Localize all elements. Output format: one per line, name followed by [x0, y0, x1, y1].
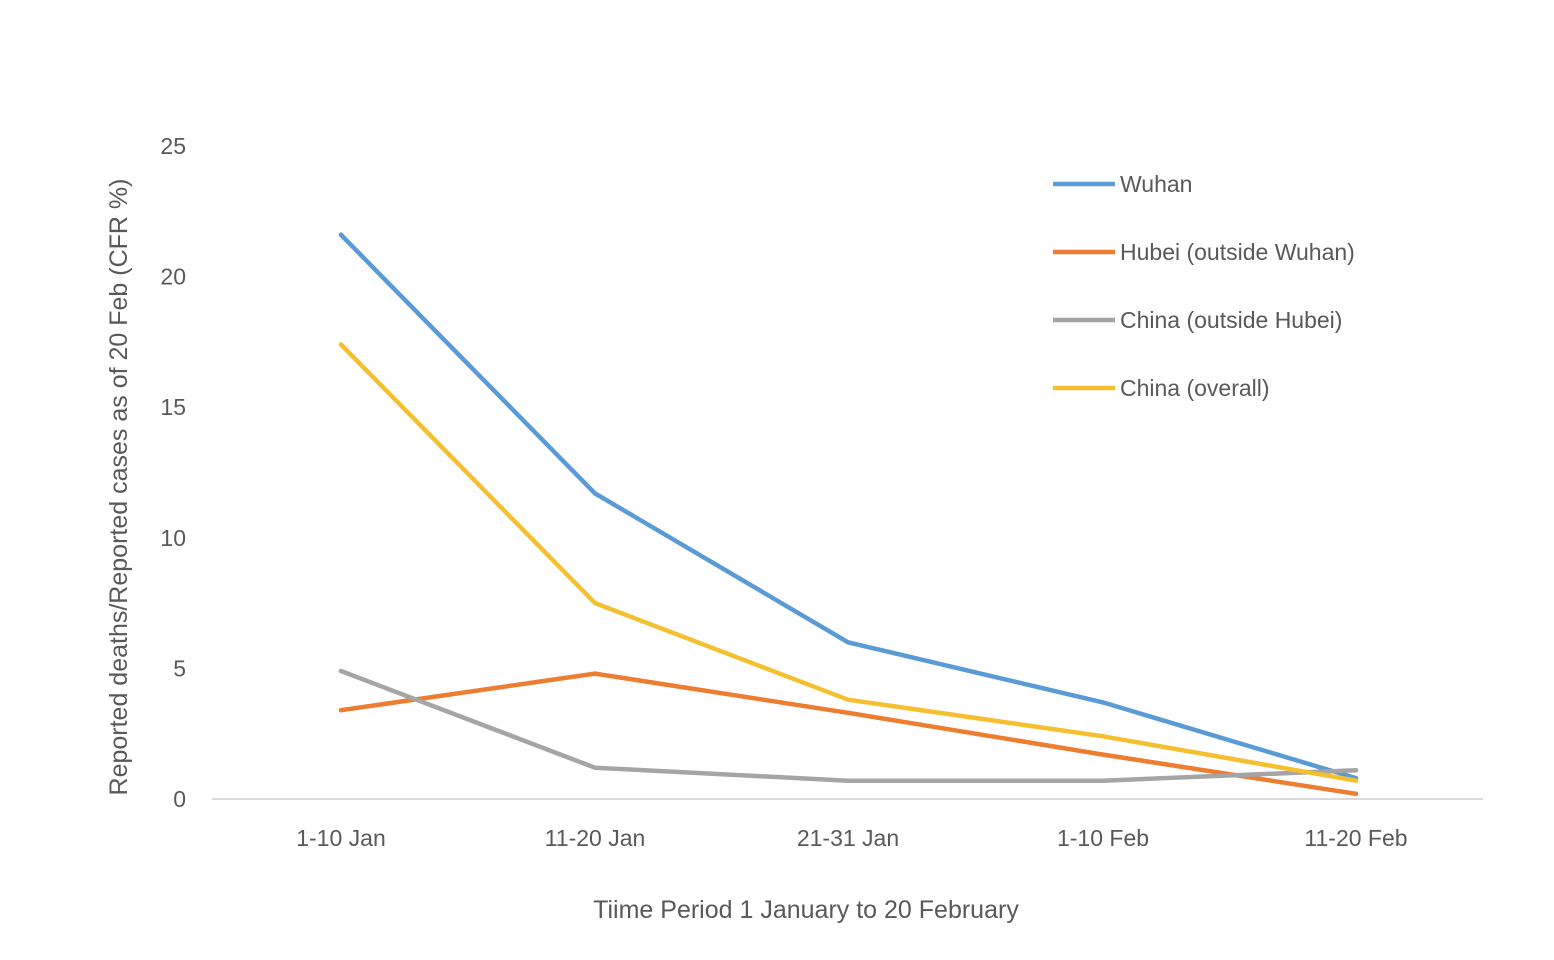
data-point [845, 697, 851, 702]
x-tick-label: 1-10 Feb [1057, 825, 1149, 851]
x-tick-label: 21-31 Jan [797, 825, 899, 851]
data-point [338, 232, 344, 237]
data-point [845, 778, 851, 783]
data-point [592, 765, 598, 770]
data-point [1353, 778, 1359, 783]
legend-item: China (overall) [1053, 375, 1270, 401]
data-point [1100, 700, 1106, 705]
data-point [1100, 752, 1106, 757]
x-tick-label: 1-10 Jan [296, 825, 386, 851]
data-point [592, 671, 598, 676]
y-axis-title: Reported deaths/Reported cases as of 20 … [105, 179, 133, 796]
legend-label: China (overall) [1120, 375, 1270, 401]
data-point [1100, 734, 1106, 739]
x-tick-label: 11-20 Feb [1304, 825, 1407, 851]
y-tick-label: 10 [160, 525, 186, 551]
legend-item: Wuhan [1053, 171, 1192, 197]
data-point [592, 491, 598, 496]
legend: Wuhan Hubei (outside Wuhan) China (outside… [1053, 171, 1355, 401]
legend-label: Wuhan [1120, 171, 1192, 197]
data-point [845, 640, 851, 645]
data-point [1100, 778, 1106, 783]
y-tick-label: 5 [173, 655, 186, 681]
legend-item: Hubei (outside Wuhan) [1053, 239, 1355, 265]
series-line-3 [338, 342, 1359, 783]
data-point [845, 710, 851, 715]
legend-item: China (outside Hubei) [1053, 307, 1342, 333]
data-point [338, 708, 344, 713]
y-tick-label: 20 [160, 264, 186, 290]
data-point [1353, 791, 1359, 796]
x-tick-label: 11-20 Jan [545, 825, 646, 851]
legend-label: Hubei (outside Wuhan) [1120, 239, 1355, 265]
data-point [1353, 768, 1359, 773]
y-tick-label: 25 [160, 133, 186, 159]
y-tick-label: 0 [173, 786, 186, 812]
series-layer [338, 232, 1359, 797]
y-tick-label: 15 [160, 394, 186, 420]
data-point [338, 668, 344, 674]
axis-layer: 0 5 10 15 20 25 1-10 Jan 11-20 Jan 21-31 Jan 1-10… [160, 133, 1483, 851]
x-axis-title: Tiime Period 1 January to 20 February [593, 896, 1019, 924]
legend-label: China (outside Hubei) [1120, 307, 1342, 333]
data-point [592, 600, 598, 606]
data-point [338, 342, 344, 347]
